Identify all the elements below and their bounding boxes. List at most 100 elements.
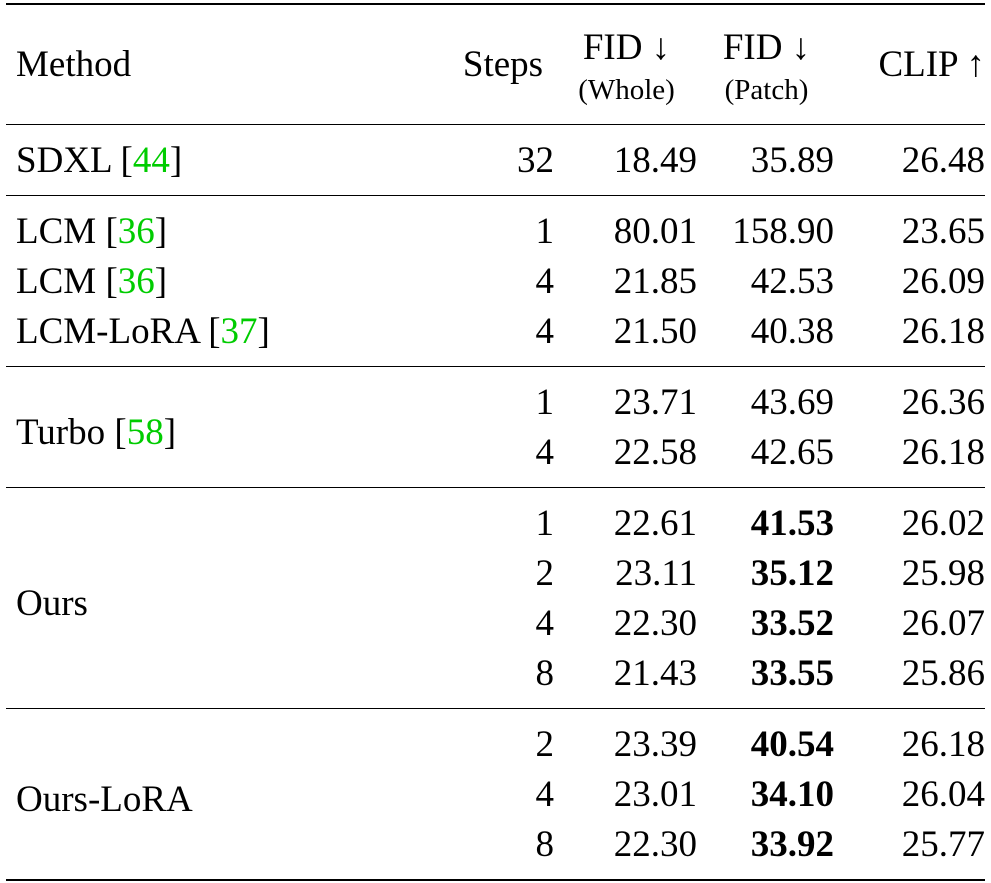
citation-link[interactable]: 37 bbox=[220, 310, 258, 352]
fid-patch-cell: 33.92 bbox=[750, 823, 834, 865]
method-name: Turbo bbox=[16, 411, 106, 453]
header-fid-whole-main: FID ↓ bbox=[582, 26, 671, 68]
method-cell: Ours bbox=[16, 582, 88, 624]
table-row: 2 23.11 35.12 25.98 bbox=[6, 548, 986, 598]
fid-whole-cell: 23.71 bbox=[613, 381, 697, 423]
fid-whole-cell: 21.43 bbox=[613, 652, 697, 694]
steps-cell: 4 bbox=[535, 602, 555, 644]
steps-cell: 32 bbox=[517, 139, 554, 181]
fid-patch-cell: 41.53 bbox=[750, 502, 834, 544]
clip-cell: 26.09 bbox=[901, 260, 985, 302]
clip-cell: 26.18 bbox=[901, 310, 985, 352]
table-row: 4 22.30 33.52 26.07 bbox=[6, 598, 986, 648]
table-row: Ours 1 22.61 41.53 26.02 bbox=[6, 488, 985, 622]
method-name: LCM bbox=[16, 260, 97, 302]
table-row: 4 23.01 34.10 26.04 bbox=[6, 769, 986, 819]
fid-patch-cell: 34.10 bbox=[750, 773, 834, 815]
table-row: 4 22.58 42.65 26.18 bbox=[6, 427, 986, 488]
group-ours-lora: Ours-LoRA 2 23.39 40.54 26.18 4 23.01 34… bbox=[6, 709, 986, 880]
clip-cell: 26.02 bbox=[901, 502, 985, 544]
method-cell: LCM-LoRA [37] bbox=[16, 310, 270, 352]
steps-cell: 4 bbox=[535, 431, 555, 473]
header-fid-patch: FID ↓ (Patch) bbox=[699, 4, 837, 125]
table-row: LCM [36] 1 80.01 158.90 23.65 bbox=[6, 196, 985, 257]
header-fid-whole: FID ↓ (Whole) bbox=[556, 4, 699, 125]
fid-patch-cell: 33.55 bbox=[750, 652, 834, 694]
clip-cell: 26.04 bbox=[901, 773, 985, 815]
steps-cell: 2 bbox=[535, 723, 555, 765]
fid-whole-cell: 23.01 bbox=[613, 773, 697, 815]
fid-whole-cell: 22.58 bbox=[613, 431, 697, 473]
steps-cell: 1 bbox=[535, 210, 555, 252]
header-clip: CLIP ↑ bbox=[878, 44, 985, 85]
clip-cell: 25.86 bbox=[901, 652, 985, 694]
table-row: Turbo [58] 1 23.71 43.69 26.36 bbox=[6, 367, 985, 451]
method-name: LCM bbox=[16, 210, 97, 252]
steps-cell: 4 bbox=[535, 310, 555, 352]
group-sdxl: SDXL [44] 32 18.49 35.89 26.48 bbox=[6, 125, 985, 196]
citation-link[interactable]: 36 bbox=[117, 210, 155, 252]
fid-whole-cell: 21.50 bbox=[613, 310, 697, 352]
group-lcm: LCM [36] 1 80.01 158.90 23.65 LCM [36] 4… bbox=[6, 196, 985, 367]
header-method: Method bbox=[16, 44, 132, 85]
fid-patch-cell: 40.54 bbox=[750, 723, 834, 765]
table-row: LCM-LoRA [37] 4 21.50 40.38 26.18 bbox=[6, 306, 985, 367]
fid-patch-cell: 42.65 bbox=[750, 431, 834, 473]
header-fid-whole-sub: (Whole) bbox=[578, 73, 675, 106]
clip-cell: 25.98 bbox=[901, 552, 985, 594]
method-name: SDXL bbox=[16, 139, 112, 181]
fid-whole-cell: 18.49 bbox=[613, 139, 697, 181]
method-cell: LCM [36] bbox=[16, 260, 168, 302]
fid-whole-cell: 22.30 bbox=[613, 602, 697, 644]
table-row: 8 21.43 33.55 25.86 bbox=[6, 648, 986, 709]
clip-cell: 26.48 bbox=[901, 139, 985, 181]
method-cell: SDXL [44] bbox=[16, 139, 183, 181]
method-name: LCM-LoRA bbox=[16, 310, 199, 352]
table-row: 8 22.30 33.92 25.77 bbox=[6, 819, 986, 880]
clip-cell: 26.18 bbox=[901, 723, 985, 765]
steps-cell: 1 bbox=[535, 381, 555, 423]
header-fid-patch-sub: (Patch) bbox=[724, 73, 809, 106]
method-cell: Ours-LoRA bbox=[16, 778, 193, 820]
steps-cell: 2 bbox=[535, 552, 555, 594]
fid-whole-cell: 22.30 bbox=[613, 823, 697, 865]
table-row: LCM [36] 4 21.85 42.53 26.09 bbox=[6, 256, 985, 306]
header-row: Method Steps FID ↓ (Whole) FID ↓ (Patch)… bbox=[6, 4, 985, 125]
citation-link[interactable]: 58 bbox=[126, 411, 164, 453]
fid-whole-cell: 23.39 bbox=[613, 723, 697, 765]
group-ours: Ours 1 22.61 41.53 26.02 2 23.11 35.12 2… bbox=[6, 488, 985, 709]
fid-patch-cell: 43.69 bbox=[750, 381, 834, 423]
clip-cell: 25.77 bbox=[901, 823, 985, 865]
fid-whole-cell: 22.61 bbox=[613, 502, 697, 544]
fid-patch-cell: 40.38 bbox=[750, 310, 834, 352]
table-row: SDXL [44] 32 18.49 35.89 26.48 bbox=[6, 125, 985, 196]
fid-patch-cell: 42.53 bbox=[750, 260, 834, 302]
steps-cell: 4 bbox=[535, 773, 555, 815]
clip-cell: 26.18 bbox=[901, 431, 985, 473]
fid-whole-cell: 23.11 bbox=[615, 552, 697, 594]
table-header: Method Steps FID ↓ (Whole) FID ↓ (Patch)… bbox=[6, 4, 985, 125]
steps-cell: 8 bbox=[535, 823, 555, 865]
header-steps: Steps bbox=[462, 44, 544, 85]
results-table-container: Method Steps FID ↓ (Whole) FID ↓ (Patch)… bbox=[6, 3, 985, 881]
fid-patch-cell: 33.52 bbox=[750, 602, 834, 644]
steps-cell: 8 bbox=[535, 652, 555, 694]
group-turbo: Turbo [58] 1 23.71 43.69 26.36 4 22.58 4… bbox=[6, 367, 985, 488]
fid-patch-cell: 35.12 bbox=[750, 552, 834, 594]
header-fid-patch-main: FID ↓ bbox=[722, 26, 811, 68]
steps-cell: 1 bbox=[535, 502, 555, 544]
method-cell: Turbo [58] bbox=[16, 411, 177, 453]
results-table: Method Steps FID ↓ (Whole) FID ↓ (Patch)… bbox=[6, 3, 985, 881]
method-cell: LCM [36] bbox=[16, 210, 168, 252]
table-row: Ours-LoRA 2 23.39 40.54 26.18 bbox=[6, 709, 985, 818]
clip-cell: 26.36 bbox=[901, 381, 985, 423]
steps-cell: 4 bbox=[535, 260, 555, 302]
fid-patch-cell: 35.89 bbox=[750, 139, 834, 181]
citation-link[interactable]: 36 bbox=[117, 260, 155, 302]
citation-link[interactable]: 44 bbox=[132, 139, 170, 181]
fid-whole-cell: 80.01 bbox=[613, 210, 697, 252]
clip-cell: 23.65 bbox=[901, 210, 985, 252]
clip-cell: 26.07 bbox=[901, 602, 985, 644]
fid-whole-cell: 21.85 bbox=[613, 260, 697, 302]
fid-patch-cell: 158.90 bbox=[732, 210, 834, 252]
